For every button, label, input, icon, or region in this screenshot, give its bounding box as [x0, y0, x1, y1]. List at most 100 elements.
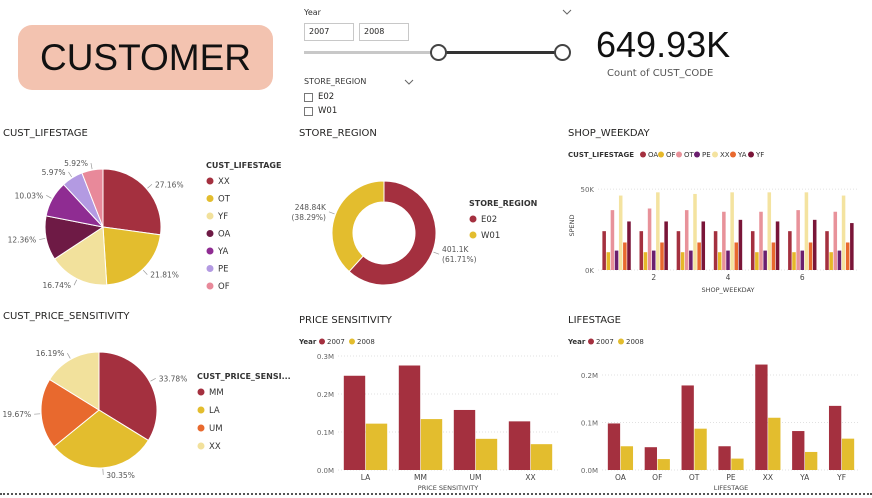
bar-2007-la: [343, 375, 366, 470]
legend-marker: [206, 195, 214, 202]
year-slider-range: [438, 51, 564, 54]
bar-yf-7: [850, 223, 854, 270]
y-tick-label: 0.1M: [581, 420, 598, 428]
y-axis-label: SPEND: [568, 214, 576, 236]
bar-2008-yf: [841, 438, 855, 470]
store-option-label: W01: [318, 106, 338, 116]
bar-of-7: [829, 252, 833, 270]
leader-line: [46, 195, 52, 199]
bar-2007-um: [453, 409, 476, 470]
x-tick-label: 2: [651, 273, 656, 282]
year-slider-high-handle[interactable]: [554, 44, 571, 61]
kpi-label: Count of CUST_CODE: [607, 68, 714, 79]
legend-title: CUST_LIFESTAGE: [568, 151, 634, 159]
year-to-input[interactable]: 2008: [359, 23, 409, 41]
bar-pe-4: [726, 250, 730, 270]
year-from-input[interactable]: 2007: [304, 23, 354, 41]
legend-marker: [197, 442, 205, 450]
store-option-e02[interactable]: E02: [304, 92, 334, 102]
price-sensitivity-bar-chart: Year 2007 2008 0.0M 0.1M 0.2M 0.3M LA MM UM XX PRIC…: [298, 338, 558, 492]
chevron-down-icon[interactable]: [404, 78, 414, 86]
bar-ya-2: [660, 242, 664, 270]
bar-ot-1: [610, 210, 615, 270]
bar-yf-5: [775, 221, 780, 270]
y-tick-label: 0.0M: [317, 467, 334, 475]
legend-label-um: UM: [209, 424, 223, 434]
bar-ot-3: [684, 210, 689, 270]
leader-line: [142, 269, 148, 275]
legend-label-mm: MM: [209, 388, 224, 398]
y-tick-label: 0K: [585, 267, 594, 275]
legend-label-ya: YA: [737, 151, 747, 159]
checkbox-icon[interactable]: [304, 92, 313, 102]
bar-ot-7: [833, 211, 838, 270]
legend-marker: [206, 177, 214, 185]
bar-of-4: [717, 252, 722, 270]
bar-2008-mm: [420, 419, 443, 470]
bar-pe-7: [837, 250, 842, 270]
legend-marker: [206, 265, 214, 272]
bar-xx-4: [730, 192, 734, 270]
legend-label-of: OF: [666, 151, 676, 159]
legend-marker: [588, 338, 594, 345]
bar-2008-oa: [620, 446, 634, 470]
bar-pe-5: [763, 250, 767, 270]
x-tick-label: OT: [689, 473, 700, 482]
legend-marker: [618, 338, 624, 345]
bar-yf-6: [812, 219, 817, 270]
leader-line: [328, 211, 335, 215]
store-option-w01[interactable]: W01: [304, 106, 337, 116]
cust-price-sensitivity-title: CUST_PRICE_SENSITIVITY: [3, 311, 130, 322]
pie-slice-xx: [102, 168, 162, 236]
page-title: CUSTOMER: [39, 36, 252, 78]
chevron-down-icon[interactable]: [562, 8, 572, 16]
x-tick-label: YF: [836, 473, 846, 482]
legend-label-of: OF: [218, 282, 230, 292]
leader-line: [147, 184, 153, 189]
bar-pe-2: [651, 250, 656, 270]
pie-slice-um: [40, 378, 100, 448]
cust-lifestage-pie-chart: 27.16% 21.81% 16.74% 12.36% 10.03% 5.97%5.92%…: [8, 159, 282, 292]
legend-label-oa: OA: [218, 230, 231, 240]
bar-2007-pe: [718, 446, 731, 470]
legend-label-xx: XX: [209, 442, 221, 452]
legend-label-yf: YF: [755, 151, 764, 159]
cust-price-sensitivity-pie-chart: 33.78% 30.35% 19.67% 16.19% CUST_PRICE_SENSI…: [3, 349, 291, 480]
legend-marker: [676, 151, 682, 158]
legend-label-oa: OA: [648, 151, 658, 159]
bar-yf-2: [664, 221, 668, 270]
checkbox-icon[interactable]: [304, 106, 313, 116]
y-tick-label: 0.0M: [581, 467, 598, 475]
year-slicer: Year 2007 2008: [304, 8, 572, 68]
legend-label-xx: XX: [720, 151, 730, 159]
legend-title: Year: [567, 338, 586, 346]
pie-slice-w01: [331, 180, 385, 273]
bar-xx-2: [656, 192, 660, 270]
bar-2008-pe: [731, 458, 744, 470]
bar-oa-7: [825, 231, 829, 270]
store-option-label: E02: [318, 92, 335, 102]
bar-of-1: [606, 252, 611, 270]
year-slider-low-handle[interactable]: [430, 44, 447, 61]
data-label: 33.78%: [159, 374, 188, 383]
x-axis-label: SHOP_WEEKDAY: [701, 286, 754, 294]
bar-pe-3: [689, 250, 693, 270]
bar-xx-3: [693, 193, 697, 270]
legend-title: CUST_PRICE_SENSI...: [197, 372, 291, 381]
bar-oa-4: [713, 231, 718, 270]
bar-2007-mm: [398, 365, 421, 470]
leader-line: [73, 279, 78, 286]
x-tick-label: YA: [799, 473, 810, 482]
legend-title: STORE_REGION: [469, 199, 537, 208]
data-label: 5.92%: [64, 159, 88, 168]
legend-marker: [319, 338, 325, 345]
legend-label-e02: E02: [481, 215, 497, 225]
bar-2008-of: [657, 459, 670, 470]
data-label: 248.84K: [295, 203, 327, 212]
shop-weekday-title: SHOP_WEEKDAY: [568, 128, 650, 139]
legend-label-2008: 2008: [626, 338, 644, 346]
pie-slice-of: [81, 168, 104, 228]
bar-yf-4: [738, 219, 743, 270]
store-region-title: STORE_REGION: [299, 128, 377, 139]
data-label: 30.35%: [106, 471, 135, 480]
